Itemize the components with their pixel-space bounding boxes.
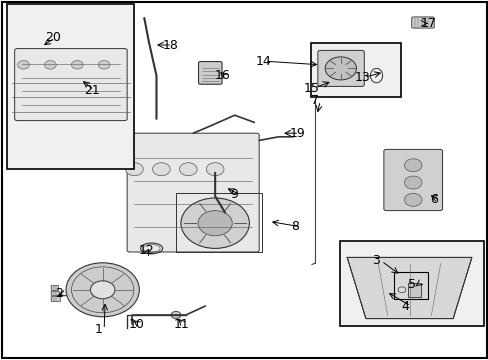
Circle shape xyxy=(90,281,115,299)
Circle shape xyxy=(179,163,197,176)
Text: 4: 4 xyxy=(400,300,408,312)
Circle shape xyxy=(397,287,405,293)
Circle shape xyxy=(404,176,421,189)
Text: 15: 15 xyxy=(304,82,319,95)
Circle shape xyxy=(404,159,421,172)
Circle shape xyxy=(325,57,356,80)
Circle shape xyxy=(125,163,143,176)
Bar xyxy=(310,43,400,97)
Text: 9: 9 xyxy=(229,188,237,201)
Circle shape xyxy=(152,163,170,176)
Text: 1: 1 xyxy=(94,323,102,336)
Text: 12: 12 xyxy=(138,244,154,257)
Circle shape xyxy=(71,60,83,69)
Text: 20: 20 xyxy=(45,31,61,44)
Text: 3: 3 xyxy=(371,255,379,267)
Text: 10: 10 xyxy=(128,318,144,330)
FancyBboxPatch shape xyxy=(198,62,222,84)
Text: 5: 5 xyxy=(407,278,415,291)
Bar xyxy=(339,241,483,326)
Text: 8: 8 xyxy=(290,220,298,233)
Text: 11: 11 xyxy=(173,318,189,330)
Circle shape xyxy=(404,193,421,206)
Circle shape xyxy=(18,60,29,69)
Circle shape xyxy=(181,198,249,248)
Bar xyxy=(393,272,427,299)
Text: 13: 13 xyxy=(354,71,369,84)
FancyBboxPatch shape xyxy=(15,49,127,121)
Bar xyxy=(176,193,261,252)
Text: 19: 19 xyxy=(289,127,305,140)
Circle shape xyxy=(198,211,232,236)
FancyBboxPatch shape xyxy=(317,50,364,86)
Polygon shape xyxy=(346,257,471,319)
Circle shape xyxy=(66,263,139,317)
Circle shape xyxy=(98,60,110,69)
Circle shape xyxy=(206,163,224,176)
Circle shape xyxy=(44,60,56,69)
Text: 14: 14 xyxy=(255,55,270,68)
FancyBboxPatch shape xyxy=(383,149,442,211)
FancyBboxPatch shape xyxy=(411,17,433,28)
Circle shape xyxy=(171,311,181,319)
Bar xyxy=(7,4,134,169)
Text: 18: 18 xyxy=(162,39,178,51)
Text: 16: 16 xyxy=(214,69,229,82)
Text: 7: 7 xyxy=(310,94,318,107)
Bar xyxy=(51,291,59,295)
Bar xyxy=(407,283,420,297)
FancyBboxPatch shape xyxy=(127,133,259,252)
Text: 6: 6 xyxy=(429,193,437,206)
Text: 17: 17 xyxy=(420,17,436,30)
Text: 2: 2 xyxy=(55,287,62,300)
Bar xyxy=(51,296,60,301)
Bar xyxy=(51,285,58,290)
Text: 21: 21 xyxy=(84,84,100,96)
